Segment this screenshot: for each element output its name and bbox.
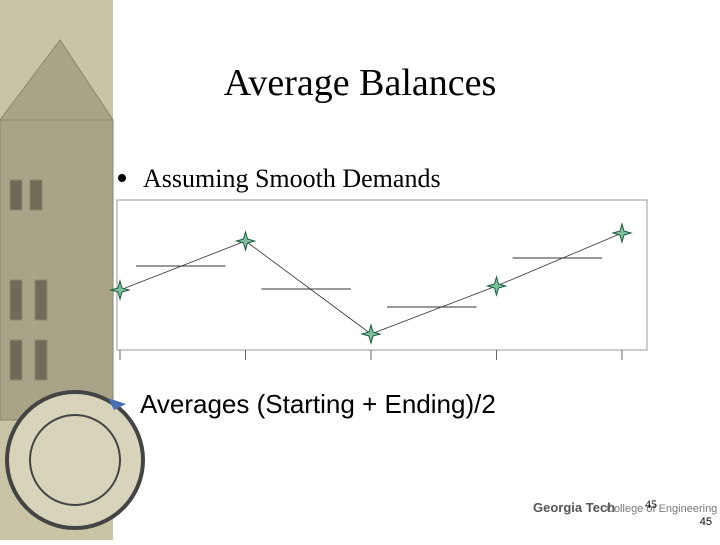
logo-college: College of Engineering: [606, 503, 717, 515]
bullet-text: Assuming Smooth Demands: [143, 164, 441, 193]
seal: [5, 390, 145, 530]
point-marker: [485, 275, 508, 297]
bullet-text: Averages (Starting + Ending)/2: [140, 389, 496, 419]
point-marker: [360, 323, 382, 345]
page-number: 45: [700, 516, 712, 528]
seal-inner: [29, 414, 121, 506]
logo-name: Georgia Tech: [533, 500, 615, 515]
point-marker: [611, 222, 633, 244]
chart: [109, 222, 633, 360]
point-marker: [234, 230, 257, 252]
chart-frame: [116, 199, 648, 351]
point-marker: [109, 279, 131, 301]
page-number-small: 45: [645, 497, 657, 511]
building: [0, 39, 114, 421]
bullet-dot: [118, 174, 126, 182]
bullet-arrow: [108, 398, 126, 410]
title: Average Balances: [224, 62, 497, 104]
